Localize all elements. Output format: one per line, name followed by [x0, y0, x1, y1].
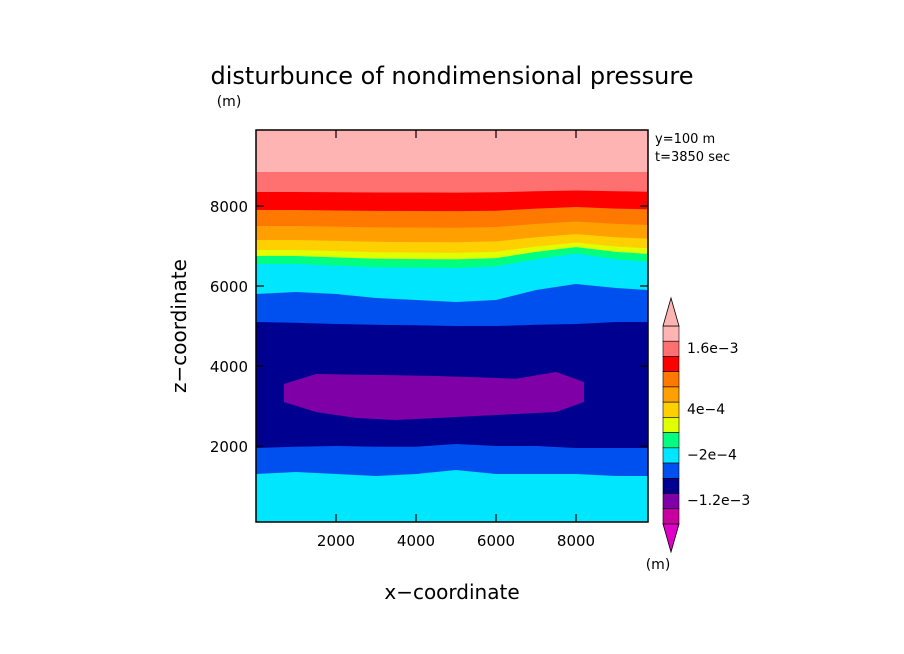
y-tick-label: 8000 [210, 198, 248, 216]
colorbar-swatch [662, 447, 680, 464]
colorbar-extend-bottom [662, 523, 680, 554]
x-tick-label: 8000 [557, 532, 595, 550]
colorbar-label: −1.2e−3 [687, 493, 750, 509]
chart-title: disturbunce of nondimensional pressure [211, 62, 694, 90]
colorbar-swatch [662, 478, 680, 494]
colorbar-swatch [662, 508, 680, 525]
y-tick-label: 6000 [210, 278, 248, 296]
colorbar-label: −2e−4 [687, 447, 737, 463]
y-tick-label: 2000 [210, 438, 248, 456]
x-axis-label: x−coordinate [384, 580, 519, 604]
colorbar-label: 4e−4 [687, 402, 725, 418]
x-tick-label: 6000 [477, 532, 515, 550]
colorbar: −1.2e−3 −2e−4 4e−4 1.6e−3 [662, 296, 750, 554]
colorbar-extend-top [662, 296, 680, 327]
annotation-y: y=100 m [655, 132, 715, 147]
plot-frame [255, 129, 649, 523]
colorbar-swatch [662, 356, 680, 372]
colorbar-unit-label: (m) [646, 557, 671, 573]
y-unit-label: (m) [217, 94, 242, 110]
colorbar-swatch [662, 386, 680, 403]
colorbar-swatch [662, 432, 680, 449]
annotation-t: t=3850 sec [655, 150, 730, 165]
plot-area [256, 130, 648, 522]
colorbar-swatch [662, 462, 680, 479]
colorbar-swatch [662, 493, 680, 510]
colorbar-label: 1.6e−3 [687, 341, 739, 357]
colorbar-swatch [662, 340, 680, 357]
contour-band [256, 482, 648, 522]
y-tick-label: 4000 [210, 358, 248, 376]
colorbar-swatch [662, 417, 680, 433]
colorbar-swatch [662, 401, 680, 418]
y-axis-label: z−coordinate [167, 259, 191, 393]
colorbar-swatch [662, 325, 680, 342]
colorbar-swatch [662, 371, 680, 388]
x-tick-label: 2000 [317, 532, 355, 550]
contour-band [284, 372, 584, 420]
x-tick-label: 4000 [397, 532, 435, 550]
